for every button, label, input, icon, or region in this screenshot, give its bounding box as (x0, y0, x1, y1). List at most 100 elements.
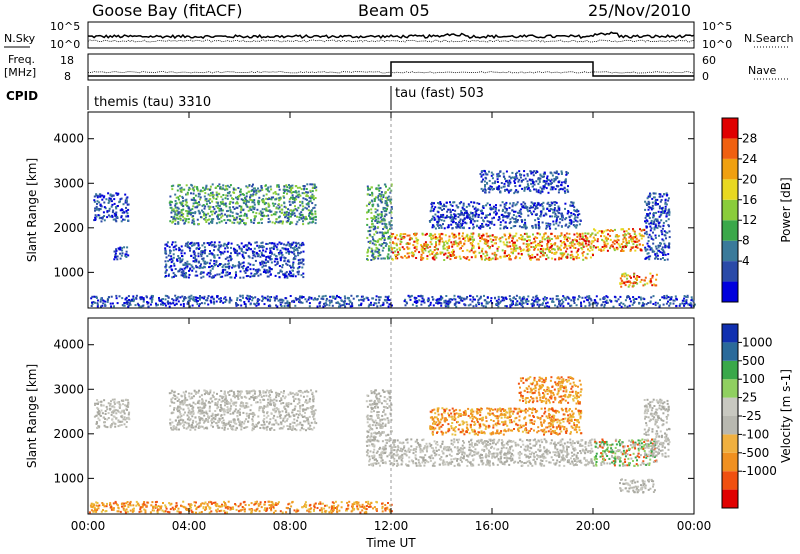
data-cell (477, 235, 480, 238)
data-cell (331, 304, 334, 307)
data-cell (520, 226, 523, 229)
data-cell (390, 206, 393, 208)
data-cell (488, 256, 491, 259)
data-cell (255, 189, 258, 192)
data-cell (574, 216, 577, 219)
data-cell (237, 187, 240, 189)
data-cell (454, 215, 457, 218)
data-cell (635, 245, 638, 248)
data-cell (309, 200, 312, 203)
data-cell (221, 198, 224, 201)
data-cell (307, 298, 310, 301)
data-cell (662, 250, 665, 253)
data-cell (433, 225, 436, 228)
data-cell (625, 244, 628, 247)
data-cell (463, 208, 465, 211)
data-cell (484, 255, 487, 258)
data-cell (414, 250, 417, 253)
data-cell (632, 238, 635, 240)
data-cell (259, 210, 262, 213)
data-cell (271, 268, 273, 271)
data-cell (383, 257, 386, 260)
data-cell (241, 255, 244, 258)
data-cell (603, 303, 606, 306)
data-cell (616, 238, 619, 241)
data-cell (490, 220, 493, 223)
data-cell (381, 231, 383, 234)
data-cell (582, 254, 584, 257)
data-cell (329, 301, 331, 304)
data-cell (446, 249, 449, 252)
data-cell (277, 299, 280, 302)
data-cell (219, 253, 222, 256)
data-cell (278, 185, 280, 188)
data-cell (275, 304, 277, 307)
data-cell (218, 192, 221, 195)
data-cell (191, 221, 194, 224)
data-cell (464, 221, 467, 224)
data-cell (523, 174, 526, 177)
data-cell (508, 206, 511, 209)
data-cell (502, 241, 505, 244)
data-cell (669, 296, 672, 299)
data-cell (411, 303, 414, 306)
data-cell (173, 215, 176, 218)
data-cell (382, 208, 385, 211)
data-cell (268, 270, 271, 273)
data-cell (109, 198, 112, 200)
data-cell (240, 304, 243, 307)
data-cell (275, 211, 278, 214)
data-cell (531, 213, 534, 216)
data-cell (344, 305, 347, 308)
data-cell (235, 249, 238, 252)
data-cell (96, 196, 99, 199)
data-cell (578, 223, 581, 226)
data-cell (555, 298, 558, 301)
data-cell (546, 246, 549, 249)
data-cell (536, 232, 539, 235)
data-cell (516, 300, 519, 303)
data-cell (206, 273, 209, 276)
data-cell (218, 204, 221, 207)
data-cell (647, 245, 650, 248)
data-cell (546, 239, 549, 242)
data-cell (619, 277, 622, 280)
data-cell (200, 271, 203, 274)
data-cell (243, 303, 246, 305)
data-cell (547, 184, 550, 187)
data-cell (257, 255, 259, 258)
data-cell (558, 208, 561, 211)
data-cell (272, 192, 275, 195)
data-cell (536, 237, 539, 239)
data-cell (232, 265, 235, 268)
data-cell (208, 202, 211, 204)
data-cell (557, 180, 560, 183)
data-cell (93, 200, 96, 203)
data-cell (277, 221, 280, 224)
data-cell (175, 274, 178, 277)
data-cell (264, 264, 267, 267)
data-cell (413, 240, 416, 243)
data-cell (380, 220, 383, 223)
data-cell (494, 238, 497, 241)
data-cell (688, 304, 691, 307)
data-cell (494, 254, 497, 257)
data-cell (572, 296, 575, 299)
data-cell (247, 247, 250, 250)
data-cell (388, 221, 391, 224)
data-cell (405, 256, 408, 259)
data-cell (542, 201, 545, 204)
data-cell (246, 298, 249, 301)
data-cell (515, 215, 518, 218)
data-cell (663, 259, 666, 261)
data-cell (351, 305, 354, 308)
data-cell (470, 201, 473, 204)
data-cell (213, 249, 215, 252)
data-cell (278, 210, 281, 213)
data-cell (486, 254, 489, 257)
data-cell (647, 205, 650, 208)
data-cell (292, 209, 295, 212)
data-cell (391, 235, 394, 238)
data-cell (563, 187, 566, 190)
data-cell (277, 272, 280, 275)
